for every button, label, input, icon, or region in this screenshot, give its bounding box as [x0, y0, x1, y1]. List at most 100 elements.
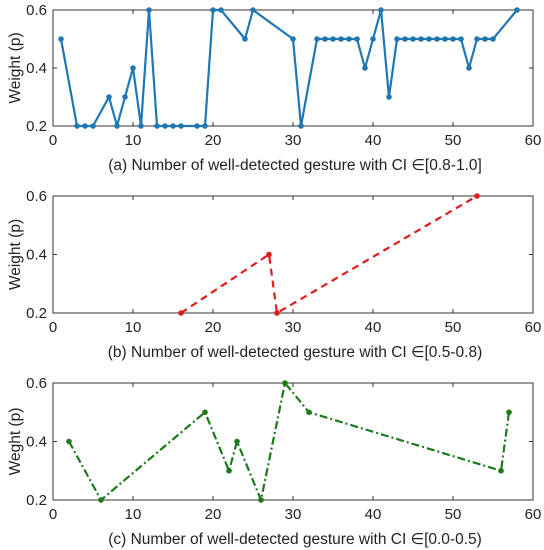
data-point: [306, 409, 312, 416]
data-point: [114, 123, 120, 129]
data-point: [146, 7, 152, 13]
x-tick-label: 0: [49, 319, 57, 336]
data-point: [98, 497, 104, 503]
x-tick-label: 50: [445, 132, 462, 149]
x-axis-label: (c) Number of well-detected gesture with…: [108, 531, 482, 548]
x-axis-label: (a) Number of well-detected gesture with…: [108, 157, 482, 174]
y-tick-label: 0.2: [26, 118, 47, 135]
data-point: [290, 36, 296, 42]
data-point: [378, 7, 384, 13]
data-point: [122, 94, 128, 100]
y-tick-label: 0.4: [26, 60, 47, 77]
data-point: [82, 123, 88, 129]
data-point: [226, 467, 232, 474]
data-point: [106, 94, 112, 100]
data-point: [434, 36, 440, 42]
x-tick-label: 0: [49, 506, 57, 523]
data-point: [322, 36, 328, 42]
data-point: [266, 251, 272, 258]
data-point: [450, 36, 456, 42]
data-point: [474, 36, 480, 42]
data-point: [202, 123, 208, 129]
y-tick-label: 0.6: [26, 375, 47, 392]
data-point: [194, 123, 200, 129]
data-point: [410, 36, 416, 42]
y-axis-label: Weight (p): [7, 219, 24, 290]
data-point: [162, 123, 168, 129]
data-point: [258, 497, 264, 503]
y-tick-label: 0.6: [26, 188, 47, 205]
data-point: [490, 36, 496, 42]
data-point: [202, 409, 208, 416]
data-point: [242, 36, 248, 42]
data-point: [66, 438, 72, 445]
x-tick-label: 30: [285, 506, 302, 523]
data-point: [362, 65, 368, 71]
data-point: [178, 123, 184, 129]
data-point: [274, 310, 280, 316]
data-point: [210, 7, 216, 13]
x-tick-label: 20: [205, 132, 222, 149]
x-tick-label: 30: [285, 132, 302, 149]
data-point: [90, 123, 96, 129]
x-tick-label: 10: [125, 319, 142, 336]
x-tick-label: 40: [365, 506, 382, 523]
x-tick-label: 40: [365, 319, 382, 336]
plot-frame: [52, 9, 534, 127]
x-tick-label: 30: [285, 319, 302, 336]
series-line: [68, 381, 511, 502]
data-point: [338, 36, 344, 42]
y-tick-label: 0.4: [26, 434, 47, 451]
data-point: [218, 7, 224, 13]
plot-frame: [52, 195, 534, 314]
data-point: [250, 7, 256, 13]
data-point: [74, 123, 80, 129]
data-point: [474, 193, 480, 199]
x-tick-label: 50: [445, 506, 462, 523]
data-point: [154, 123, 160, 129]
data-point: [402, 36, 408, 42]
x-tick-label: 10: [125, 132, 142, 149]
data-point: [394, 36, 400, 42]
chart-panel-2: 0 10 20 30 40 50 60 0.2 0.4 0.6 (c) Number of well…: [7, 375, 541, 548]
data-point: [426, 36, 432, 42]
data-point: [298, 123, 304, 129]
plot-frame: [52, 382, 534, 501]
chart-panel-1: 0 10 20 30 40 50 60 0.2 0.4 0.6 (b) Number of well…: [7, 188, 541, 361]
data-point: [458, 36, 464, 42]
x-tick-label: 20: [205, 506, 222, 523]
data-point: [130, 65, 136, 71]
data-point: [170, 123, 176, 129]
y-axis-label: Weight (p): [7, 32, 24, 103]
data-point: [354, 36, 360, 42]
data-point: [442, 36, 448, 42]
data-point: [514, 7, 520, 13]
x-axis-label: (b) Number of well-detected gesture with…: [108, 344, 482, 361]
x-tick-label: 10: [125, 506, 142, 523]
data-point: [58, 36, 64, 42]
y-tick-label: 0.4: [26, 247, 47, 264]
series-line: [180, 195, 478, 315]
y-tick-label: 0.2: [26, 305, 47, 322]
data-point: [498, 467, 504, 474]
data-point: [314, 36, 320, 42]
x-tick-label: 60: [525, 132, 542, 149]
data-point: [370, 36, 376, 42]
x-tick-label: 0: [49, 132, 57, 149]
data-point: [330, 36, 336, 42]
data-point: [282, 380, 288, 386]
y-tick-label: 0.2: [26, 492, 47, 509]
data-point: [138, 123, 144, 129]
y-axis-label: Weght (p): [7, 408, 24, 476]
data-point: [234, 438, 240, 445]
x-tick-label: 50: [445, 319, 462, 336]
x-tick-label: 20: [205, 319, 222, 336]
y-tick-label: 0.6: [26, 2, 47, 19]
x-tick-label: 60: [525, 506, 542, 523]
data-point: [418, 36, 424, 42]
x-tick-label: 60: [525, 319, 542, 336]
data-point: [178, 310, 184, 316]
data-point: [466, 65, 472, 71]
data-point: [506, 409, 512, 416]
